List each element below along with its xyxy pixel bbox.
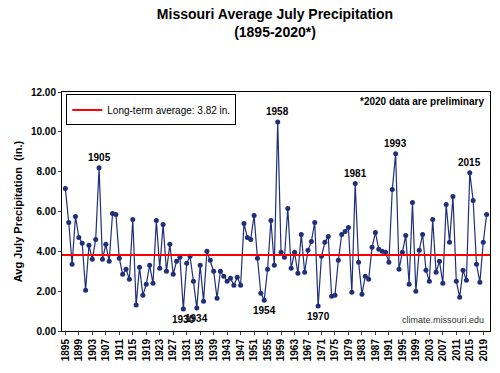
svg-text:1951: 1951: [248, 339, 259, 362]
svg-text:2015: 2015: [458, 157, 481, 168]
svg-text:4.00: 4.00: [37, 246, 57, 257]
svg-text:1975: 1975: [329, 339, 340, 362]
svg-text:8.00: 8.00: [37, 166, 57, 177]
svg-text:6.00: 6.00: [37, 206, 57, 217]
svg-text:1959: 1959: [275, 339, 286, 362]
svg-text:2011: 2011: [451, 339, 462, 361]
svg-text:1970: 1970: [307, 311, 330, 322]
svg-text:1991: 1991: [383, 339, 394, 362]
svg-text:1979: 1979: [343, 339, 354, 362]
svg-text:1963: 1963: [289, 339, 300, 362]
svg-text:*2020 data are preliminary: *2020 data are preliminary: [360, 96, 484, 107]
svg-text:1903: 1903: [87, 339, 98, 362]
svg-text:2015: 2015: [464, 339, 475, 362]
svg-text:1995: 1995: [397, 339, 408, 362]
svg-text:2.00: 2.00: [37, 286, 57, 297]
svg-text:1983: 1983: [356, 339, 367, 362]
svg-text:1931: 1931: [181, 339, 192, 362]
svg-text:1919: 1919: [141, 339, 152, 362]
svg-text:1958: 1958: [266, 106, 289, 117]
svg-text:1905: 1905: [88, 152, 111, 163]
svg-text:1923: 1923: [154, 339, 165, 362]
svg-text:1971: 1971: [316, 339, 327, 362]
svg-text:Missouri Average July Precipit: Missouri Average July Precipitation(1895…: [157, 6, 393, 40]
svg-text:1987: 1987: [370, 339, 381, 362]
svg-text:10.00: 10.00: [31, 126, 56, 137]
svg-text:1895: 1895: [60, 339, 71, 362]
svg-text:1907: 1907: [100, 339, 111, 362]
svg-text:1934: 1934: [185, 313, 208, 324]
svg-text:1967: 1967: [302, 339, 313, 362]
svg-text:1935: 1935: [194, 339, 205, 362]
svg-text:1981: 1981: [344, 168, 367, 179]
svg-text:climate.missouri.edu: climate.missouri.edu: [402, 315, 484, 325]
svg-text:12.00: 12.00: [31, 87, 56, 98]
svg-text:1947: 1947: [235, 339, 246, 362]
svg-text:2019: 2019: [478, 339, 489, 362]
svg-text:1930: 1930: [172, 314, 195, 325]
svg-text:1943: 1943: [221, 339, 232, 362]
svg-text:1993: 1993: [384, 138, 407, 149]
svg-text:1915: 1915: [127, 339, 138, 362]
svg-text:1939: 1939: [208, 339, 219, 362]
svg-text:1927: 1927: [167, 339, 178, 362]
svg-text:Long-term average: 3.82 in.: Long-term average: 3.82 in.: [107, 105, 230, 116]
svg-text:Avg July Precipitation (in.): Avg July Precipitation (in.): [12, 140, 24, 282]
svg-text:1999: 1999: [410, 339, 421, 362]
svg-text:2003: 2003: [424, 339, 435, 362]
svg-text:1955: 1955: [262, 339, 273, 362]
svg-text:0.00: 0.00: [37, 326, 57, 337]
svg-text:1954: 1954: [253, 305, 276, 316]
svg-text:1911: 1911: [114, 339, 125, 361]
svg-text:2007: 2007: [437, 339, 448, 362]
svg-text:1899: 1899: [73, 339, 84, 362]
